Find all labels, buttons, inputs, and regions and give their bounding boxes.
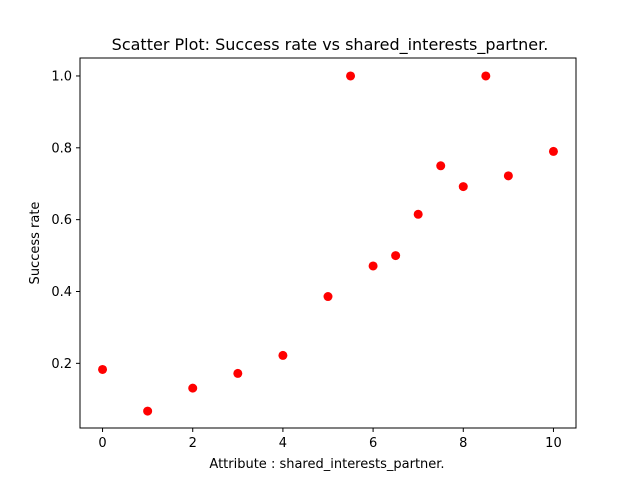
scatter-point [323, 292, 333, 302]
scatter-point [391, 251, 401, 261]
y-axis-label: Success rate [28, 202, 43, 285]
x-tick-label: 6 [369, 436, 377, 451]
plot-frame [79, 57, 577, 429]
scatter-point [188, 383, 198, 393]
y-tick-label: 0.4 [51, 285, 72, 300]
scatter-point [233, 368, 243, 378]
scatter-point [436, 161, 446, 171]
points-layer [98, 71, 558, 416]
y-tick-label: 0.6 [51, 213, 72, 228]
y-tick-label: 0.8 [51, 141, 72, 156]
x-tick-label: 4 [279, 436, 287, 451]
x-tick-label: 0 [98, 436, 106, 451]
y-tick-label: 0.2 [51, 357, 72, 372]
scatter-point [413, 209, 423, 219]
y-tick-label: 1.0 [51, 69, 72, 84]
chart-title: Scatter Plot: Success rate vs shared_int… [112, 35, 549, 55]
scatter-point [98, 364, 108, 374]
scatter-point [368, 261, 378, 271]
x-tick-label: 8 [459, 436, 467, 451]
ticks-layer: 0 2 4 6 8 10 0.2 0.4 0.6 0.8 1.0 [51, 69, 561, 451]
scatter-point [346, 71, 356, 81]
scatter-point [503, 171, 513, 181]
scatter-point [548, 146, 558, 156]
scatter-point [458, 182, 468, 192]
scatter-point [143, 406, 153, 416]
x-tick-label: 10 [545, 436, 562, 451]
scatter-point [481, 71, 491, 81]
x-tick-label: 2 [189, 436, 197, 451]
scatter-point [278, 350, 288, 360]
x-axis-label: Attribute : shared_interests_partner. [209, 457, 444, 472]
